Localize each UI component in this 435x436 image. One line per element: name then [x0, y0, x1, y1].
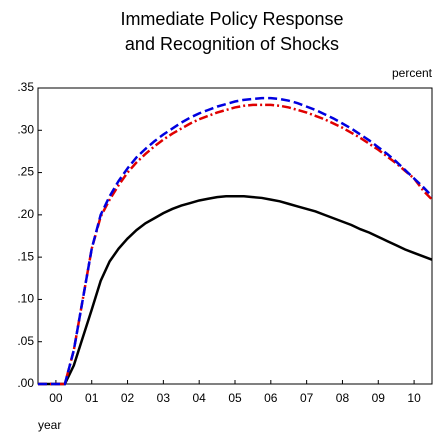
line-series: [38, 96, 433, 386]
y-tick-label: .15: [17, 249, 34, 263]
y-tick-label: .10: [17, 292, 34, 306]
x-tick-label: 09: [372, 391, 386, 405]
y-axis-label: percent: [392, 66, 433, 80]
x-axis-label: year: [38, 418, 61, 432]
y-tick-label: .20: [17, 207, 34, 221]
y-tick-label: .30: [17, 122, 34, 136]
y-tick-label: .05: [17, 334, 34, 348]
x-tick-label: 01: [85, 391, 99, 405]
y-tick-label: .35: [17, 80, 34, 94]
x-tick-label: 00: [49, 391, 63, 405]
x-tick-label: 07: [300, 391, 314, 405]
x-tick-label: 04: [193, 391, 207, 405]
x-tick-label: 05: [228, 391, 242, 405]
x-tick-label: 08: [336, 391, 350, 405]
chart-title: Immediate Policy Response: [120, 9, 343, 29]
line-series: [38, 195, 433, 386]
x-tick-label: 02: [121, 391, 135, 405]
chart-title: and Recognition of Shocks: [125, 34, 339, 54]
y-tick-label: .25: [17, 165, 34, 179]
x-tick-label: 06: [264, 391, 278, 405]
line-series: [38, 103, 433, 386]
x-tick-label: 03: [157, 391, 171, 405]
y-tick-label: .00: [17, 376, 34, 390]
x-tick-label: 10: [407, 391, 421, 405]
plot-frame: [37, 87, 433, 385]
